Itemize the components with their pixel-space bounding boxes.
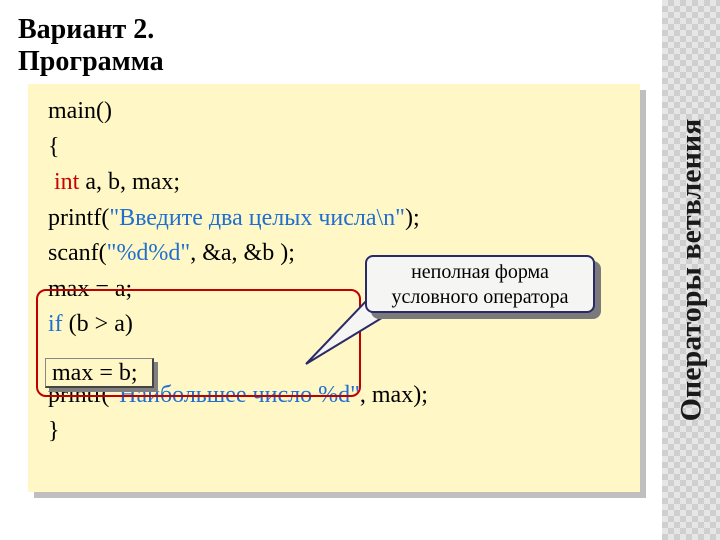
callout-box: неполная форма условного оператора bbox=[365, 255, 595, 313]
string-literal: "%d%d" bbox=[107, 240, 191, 266]
title-line-2: Программа bbox=[18, 46, 164, 78]
keyword-int: int bbox=[48, 169, 79, 195]
slide-title: Вариант 2. Программа bbox=[18, 14, 164, 78]
code-text: , &a, &b ); bbox=[190, 240, 295, 266]
code-line-4: printf("Введите два целых числа\n"); bbox=[42, 201, 626, 237]
code-text: ); bbox=[405, 205, 420, 231]
sidebar-label: Операторы ветвления bbox=[674, 119, 708, 422]
code-text: } bbox=[48, 418, 60, 444]
code-text: main() bbox=[48, 98, 112, 124]
max-assignment-box: max = b; bbox=[45, 358, 154, 388]
title-line-1: Вариант 2. bbox=[18, 14, 164, 46]
code-line-10: } bbox=[42, 414, 626, 450]
code-line-1: main() bbox=[42, 94, 626, 130]
code-text: a, b, max; bbox=[79, 169, 180, 195]
callout-line-2: условного оператора bbox=[367, 285, 593, 310]
string-literal: "Введите два целых числа\n" bbox=[109, 205, 405, 231]
callout-line-1: неполная форма bbox=[367, 260, 593, 285]
sidebar-pattern: Операторы ветвления bbox=[662, 0, 720, 540]
code-text: { bbox=[48, 134, 60, 160]
code-text: max = b; bbox=[52, 360, 138, 386]
code-text: scanf( bbox=[48, 240, 107, 266]
code-text: printf( bbox=[48, 205, 109, 231]
code-line-2: { bbox=[42, 130, 626, 166]
code-text: , max); bbox=[360, 382, 428, 408]
code-line-3: int a, b, max; bbox=[42, 165, 626, 201]
